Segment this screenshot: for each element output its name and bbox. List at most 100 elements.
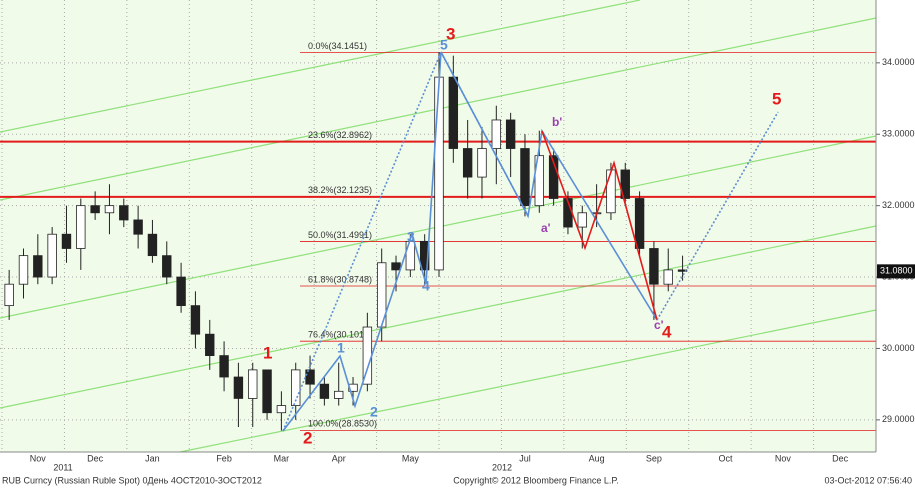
candle-body <box>76 205 86 249</box>
wave-label: 3 <box>407 229 415 245</box>
candle-body <box>248 369 258 399</box>
wave-label: 5 <box>440 37 448 53</box>
candle-body <box>133 219 143 235</box>
x-tick-label: Aug <box>589 453 605 463</box>
wave-projection <box>440 51 529 217</box>
candle-body <box>305 369 315 385</box>
candle-body <box>219 355 229 378</box>
candle-body <box>47 233 57 278</box>
last-price-label: 31.0800 <box>880 266 913 276</box>
x-tick-label: Jan <box>145 453 160 463</box>
candle-body <box>520 148 530 207</box>
wave-label: b' <box>552 115 562 129</box>
candle-body <box>634 198 645 249</box>
wave-label: a' <box>541 221 551 235</box>
candle-body <box>477 148 487 178</box>
candle-body <box>176 276 186 307</box>
candle-body <box>448 76 459 149</box>
candle-body <box>419 240 430 271</box>
candle-body <box>606 169 616 214</box>
wave-label: 5 <box>772 89 781 108</box>
y-tick-label: 30.0000 <box>882 343 915 353</box>
candle-body <box>548 155 559 199</box>
candle-body <box>262 369 272 414</box>
wave-labels: 1 2 3 4 5 1 2 3 4 5 a' b' c' <box>263 24 781 447</box>
wave-label: c' <box>654 318 664 332</box>
candle-body <box>491 119 502 149</box>
year-label: 2011 <box>53 462 72 472</box>
wave-projection <box>282 51 442 432</box>
fib-label: 100.0%(28.8530) <box>308 419 377 429</box>
x-tick-label: Mar <box>274 453 290 463</box>
x-tick-label: Nov <box>775 453 792 463</box>
x-tick-label: Dec <box>87 453 104 463</box>
candle-body <box>577 212 587 228</box>
candle-body <box>190 305 201 335</box>
wave-label: 1 <box>337 340 345 356</box>
candle-body <box>620 169 630 199</box>
candle-body <box>534 155 544 207</box>
candle-body <box>649 248 659 285</box>
year-label: 2012 <box>492 462 512 472</box>
wave-lines <box>282 51 779 432</box>
x-tick-label: Sep <box>646 453 662 463</box>
wave-projection <box>656 111 779 321</box>
x-tick-label: Dec <box>832 453 849 463</box>
candle-body <box>334 390 344 399</box>
footer-left: RUB Curncy (Russian Ruble Spot) 0День 4O… <box>2 475 262 485</box>
x-tick-label: May <box>402 453 420 463</box>
candle-body <box>505 119 516 149</box>
footer-right: 03-Oct-2012 07:56:40 <box>824 475 912 485</box>
x-tick-label: Feb <box>216 453 232 463</box>
candle-body <box>291 369 301 406</box>
candle-body <box>104 205 115 214</box>
axes: 29.000030.000031.000032.000033.000034.00… <box>30 57 915 463</box>
candle-body <box>61 233 72 249</box>
fib-label: 38.2%(32.1235) <box>308 185 372 195</box>
candle-body <box>663 269 673 285</box>
candle-body <box>4 283 14 307</box>
sub-wave <box>541 130 658 321</box>
last-price-box <box>877 264 915 279</box>
candle-body <box>677 269 688 272</box>
channel-line <box>0 225 877 409</box>
candle-body <box>205 333 215 357</box>
candle-body <box>434 76 444 271</box>
wave-label: 1 <box>263 343 272 362</box>
candle-body <box>276 405 287 414</box>
wave-label: 4 <box>662 322 672 341</box>
candle-body <box>319 383 330 399</box>
wave-label: 4 <box>422 278 430 294</box>
candle-body <box>233 376 244 399</box>
footer-center: Copyright© 2012 Bloomberg Finance L.P. <box>453 475 619 485</box>
impulse-wave <box>282 51 442 432</box>
candle-body <box>90 205 100 214</box>
fib-label: 50.0%(31.4991) <box>308 230 372 240</box>
x-tick-label: Apr <box>332 453 346 463</box>
y-tick-label: 33.0000 <box>882 129 915 139</box>
fib-label: 0.0%(34.1451) <box>308 41 367 51</box>
y-tick-label: 34.0000 <box>882 57 915 67</box>
wave-label: 3 <box>446 24 455 43</box>
channel-line <box>0 0 641 133</box>
fib-label: 76.4%(30.1019) <box>308 330 372 340</box>
y-tick-label: 32.0000 <box>882 200 915 210</box>
y-tick-label: 29.0000 <box>882 414 915 424</box>
x-tick-label: Jul <box>519 453 531 463</box>
wave-label: 2 <box>303 428 312 447</box>
x-tick-label: Nov <box>30 453 47 463</box>
candle-body <box>119 205 129 221</box>
candles <box>4 52 688 431</box>
wave-label: 2 <box>370 404 378 420</box>
x-tick-label: Oct <box>719 453 734 463</box>
candle-body <box>462 148 473 178</box>
candle-body <box>18 255 29 285</box>
candle-body <box>162 255 172 278</box>
candle-body <box>33 255 43 278</box>
candle-body <box>391 262 401 271</box>
fib-label: 61.8%(30.8748) <box>308 274 372 284</box>
fib-label: 23.6%(32.8962) <box>308 130 372 140</box>
channel-line <box>179 309 877 453</box>
candle-body <box>147 233 158 257</box>
